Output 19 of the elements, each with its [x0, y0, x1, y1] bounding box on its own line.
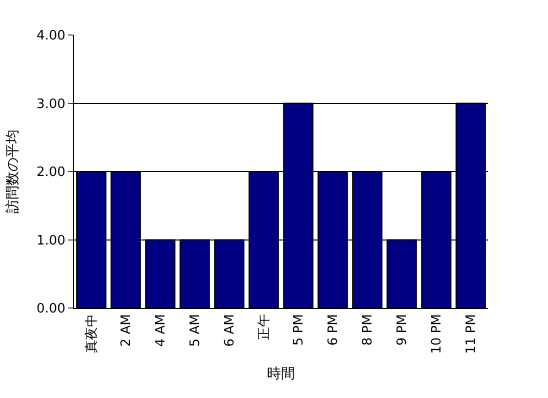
- x-tick-label: 2 AM: [118, 314, 134, 347]
- x-tick-label: 6 AM: [222, 314, 238, 347]
- x-tick-label: 8 PM: [360, 314, 376, 346]
- x-tick-label: 5 AM: [188, 314, 203, 347]
- x-tick-label: 4 AM: [153, 314, 168, 347]
- y-tick-label: 0.00: [36, 302, 66, 317]
- x-tick-label: 11 PM: [464, 314, 479, 354]
- x-tick-label: 10 PM: [429, 314, 444, 354]
- y-tick-label: 1.00: [36, 233, 66, 248]
- x-axis-title: 時間: [267, 366, 295, 382]
- x-tick-label: 9 PM: [394, 314, 410, 346]
- y-tick-label: 3.00: [36, 96, 66, 112]
- y-tick-label: 2.00: [36, 165, 66, 180]
- x-tick-label: 正午: [256, 314, 272, 340]
- x-tick-label: 6 PM: [326, 314, 341, 346]
- y-tick-label: 4.00: [36, 28, 66, 44]
- x-tick-label: 5 PM: [291, 314, 306, 346]
- y-axis-title: 訪問数の平均: [5, 130, 22, 214]
- x-tick-label: 真夜中: [83, 314, 100, 354]
